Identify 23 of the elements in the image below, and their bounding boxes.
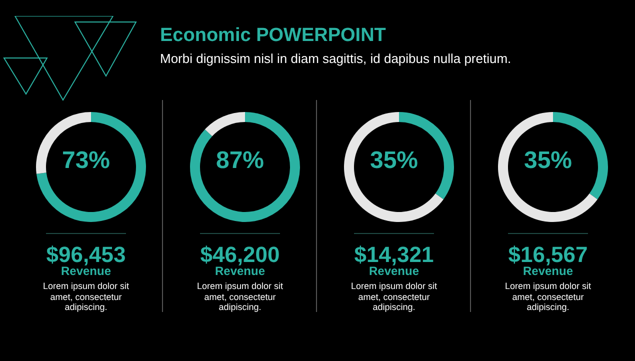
text: 35% <box>368 147 420 175</box>
text: 73% <box>60 147 112 175</box>
donut-slice <box>190 112 300 222</box>
text: 35% <box>522 147 574 175</box>
donut-slice <box>498 112 598 222</box>
text: $46,200 <box>199 242 281 267</box>
text: Morbi dignissim nisl in diam sagittis, id dapibus nulla pretium. <box>160 51 512 66</box>
text: Revenue <box>214 264 266 278</box>
donut-slice <box>344 112 444 222</box>
text: Economic POWERPOINT <box>160 25 386 47</box>
text: $96,453 <box>45 242 127 267</box>
text: Revenue <box>368 264 420 278</box>
text: $14,321 <box>353 242 435 267</box>
text: 87% <box>214 147 266 175</box>
donut-slice <box>36 112 146 222</box>
text: Revenue <box>522 264 574 278</box>
text: Lorem ipsum dolor sit amet, consectetur adipiscing. <box>196 281 284 312</box>
text: $16,567 <box>507 242 589 267</box>
text: Lorem ipsum dolor sit amet, consectetur adipiscing. <box>350 281 438 312</box>
donut-slice <box>204 112 245 136</box>
text: Lorem ipsum dolor sit amet, consectetur adipiscing. <box>504 281 592 312</box>
text: Lorem ipsum dolor sit amet, consectetur adipiscing. <box>42 281 130 312</box>
text: Revenue <box>60 264 112 278</box>
